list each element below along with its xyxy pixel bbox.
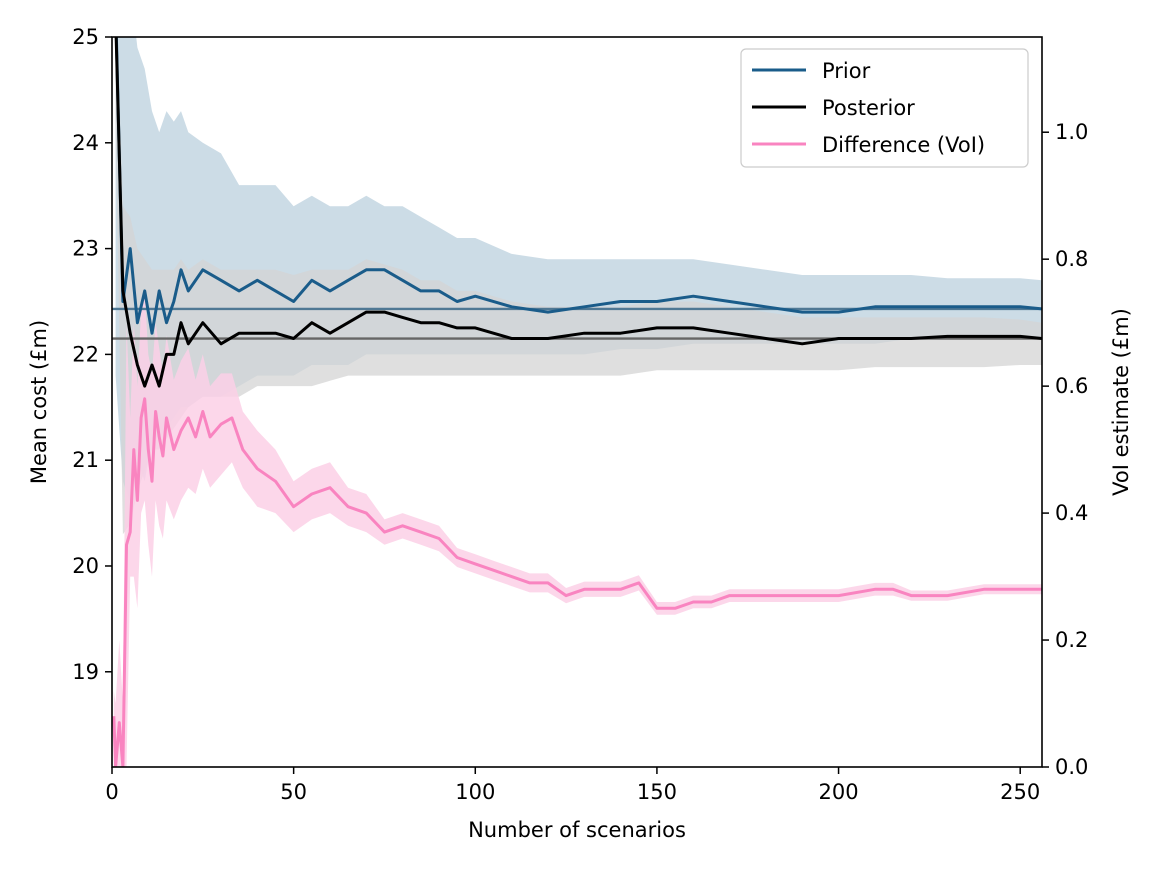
band-prior: [115, 37, 1042, 503]
line-prior: [114, 37, 1042, 335]
y-tick-label: 22: [72, 342, 99, 366]
x-tick-label: 150: [637, 780, 677, 804]
legend: Prior Posterior Difference (VoI): [740, 48, 1029, 168]
legend-box: [740, 48, 1029, 168]
y2-tick-label: 1.0: [1055, 120, 1088, 144]
x-tick-label: 0: [105, 780, 118, 804]
x-tick-label: 100: [455, 780, 495, 804]
y2-axis-label: VoI estimate (£m): [1109, 308, 1133, 496]
x-tick-label: 50: [280, 780, 307, 804]
y-tick-label: 20: [72, 554, 99, 578]
y-tick-label: 23: [72, 237, 99, 261]
y2-tick-label: 0.2: [1055, 628, 1088, 652]
y-tick-label: 24: [72, 131, 99, 155]
y-axis-right: 0.0 0.2 0.4 0.6 0.8 1.0: [1042, 120, 1088, 779]
y2-tick-label: 0.4: [1055, 501, 1088, 525]
x-tick-label: 250: [1000, 780, 1040, 804]
y-tick-label: 19: [72, 660, 99, 684]
line-posterior: [114, 37, 1042, 388]
x-tick-label: 200: [819, 780, 859, 804]
confidence-bands: [113, 37, 1042, 767]
series-lines: [112, 37, 1042, 767]
y2-tick-label: 0.0: [1055, 755, 1088, 779]
legend-label-prior: Prior: [822, 59, 871, 83]
x-axis-label: Number of scenarios: [468, 818, 686, 842]
plot-frame: [111, 36, 1043, 768]
y-tick-label: 21: [72, 448, 99, 472]
y2-tick-label: 0.8: [1055, 247, 1088, 271]
band-posterior: [115, 37, 1042, 535]
x-axis: 0 50 100 150 200 250: [105, 767, 1040, 804]
y-axis-label: Mean cost (£m): [27, 320, 51, 484]
y-tick-label: 25: [72, 25, 99, 49]
y2-tick-label: 0.6: [1055, 374, 1088, 398]
y-axis-left: 19 20 21 22 23 24 25: [72, 25, 112, 684]
legend-label-voi: Difference (VoI): [822, 133, 985, 157]
legend-label-posterior: Posterior: [822, 96, 915, 120]
line-voi: [112, 397, 1042, 767]
